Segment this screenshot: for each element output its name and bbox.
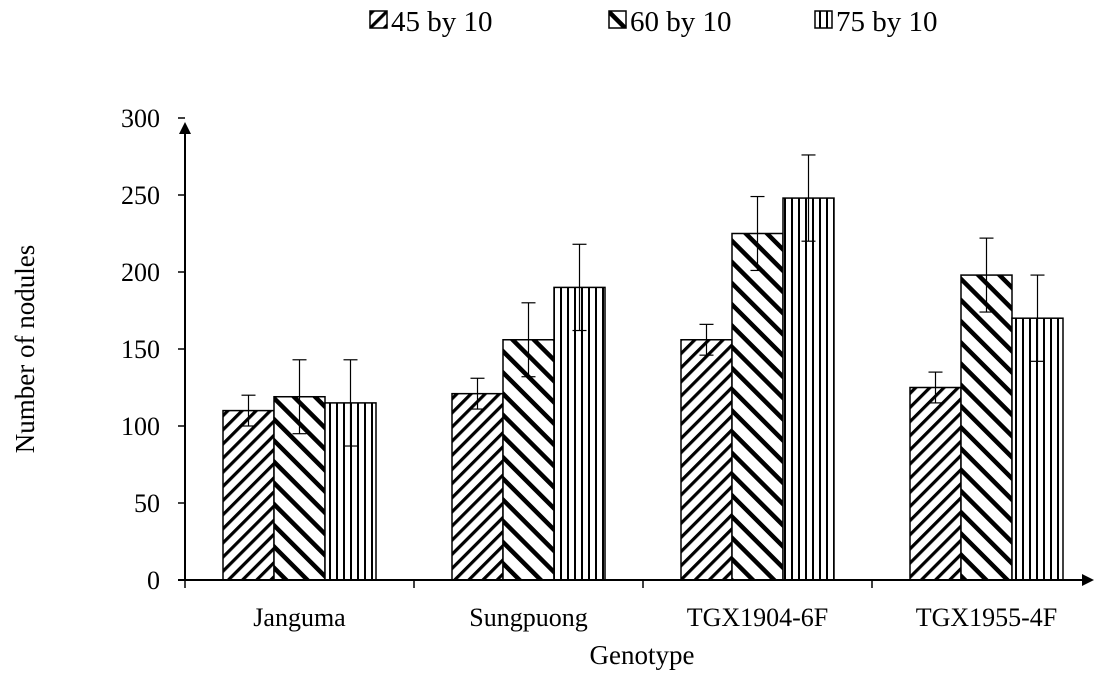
y-tick-label: 0 [147,566,160,595]
bar [909,386,962,581]
bar [222,409,275,581]
bar [451,392,504,581]
y-axis-ticks: 0 50 100 150 200 250 300 [121,104,185,595]
bars [222,154,1064,581]
bar [680,339,733,581]
x-tick-label: Janguma [253,603,346,632]
y-tick-label: 50 [134,489,160,518]
y-tick-label: 250 [121,181,160,210]
bar [960,274,1013,581]
x-tick-label: TGX1955-4F [916,603,1058,632]
legend-label: 60 by 10 [630,6,732,38]
x-axis-title: Genotype [590,640,695,670]
legend-label: 75 by 10 [836,6,938,38]
legend-swatch [608,10,627,29]
bar [782,197,835,581]
legend-item: 45 by 10 [369,6,493,38]
legend-item: 75 by 10 [814,6,938,38]
y-tick-label: 200 [121,258,160,287]
x-tick-label: Sungpuong [469,603,587,632]
y-axis-title: Number of nodules [10,245,40,453]
legend-swatch [369,10,388,29]
axes [178,122,1094,586]
y-tick-label: 100 [121,412,160,441]
legend-swatch [814,10,833,29]
legend-item: 60 by 10 [608,6,732,38]
y-tick-label: 150 [121,335,160,364]
x-tick-label: TGX1904-6F [687,603,829,632]
bar [502,339,555,581]
bar [553,286,606,581]
legend: 45 by 10 60 by 10 75 by 10 [369,6,938,38]
x-axis-ticks: Janguma Sungpuong TGX1904-6F TGX1955-4F [184,580,1058,632]
legend-label: 45 by 10 [391,6,493,38]
y-tick-label: 300 [121,104,160,133]
bar [731,232,784,581]
